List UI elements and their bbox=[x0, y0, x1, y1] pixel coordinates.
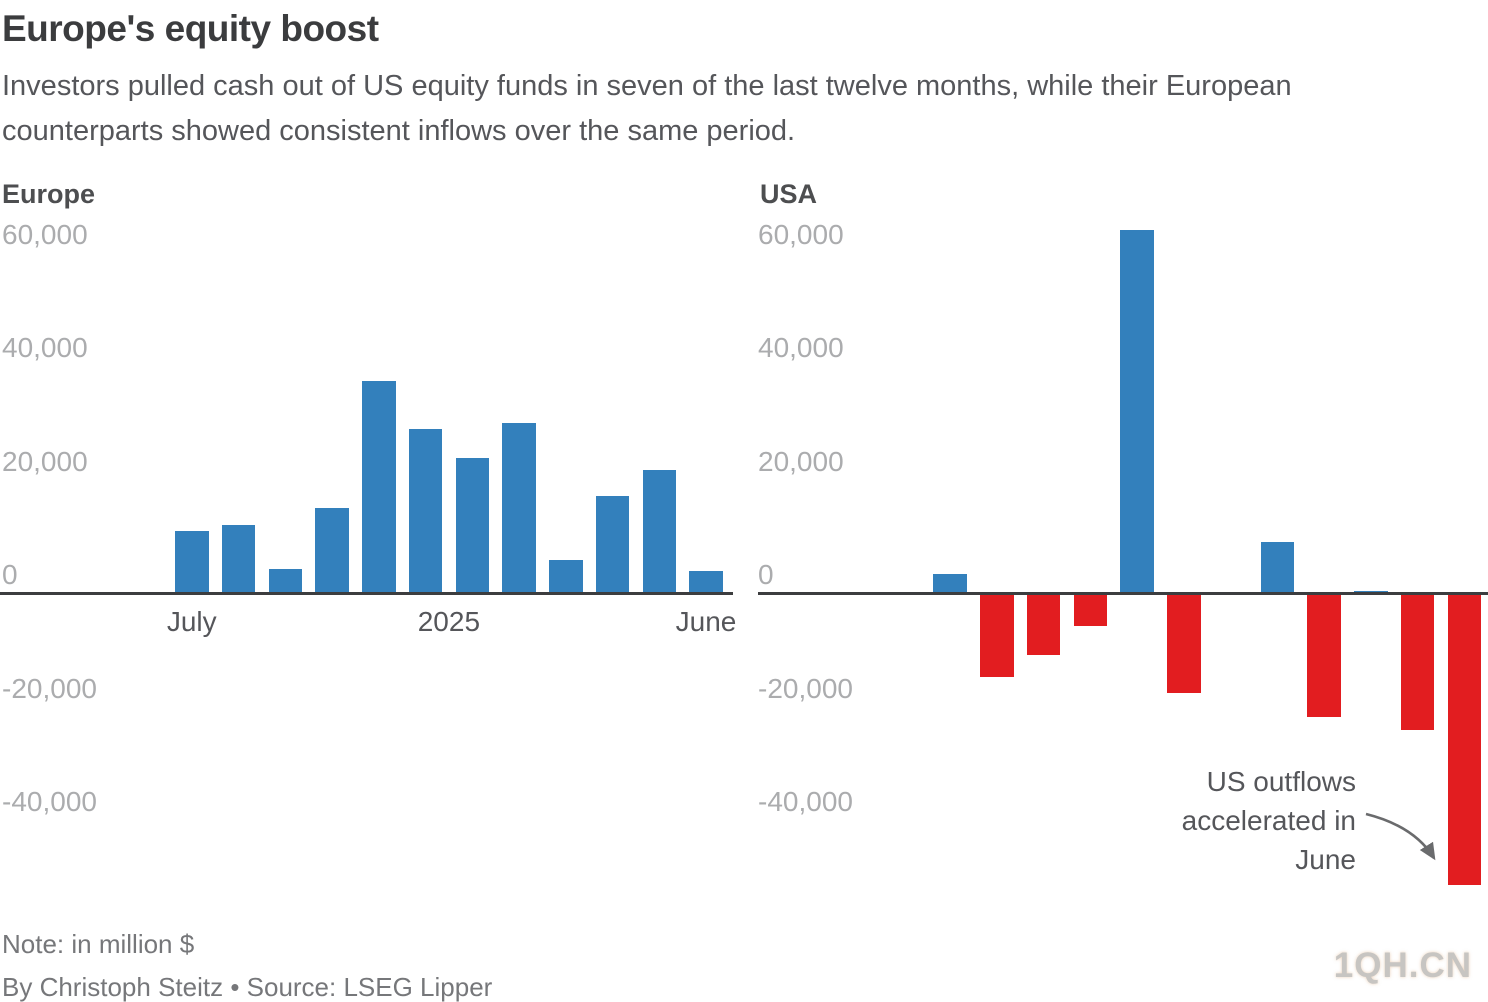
y-tick-label: 60,000 bbox=[2, 218, 88, 250]
y-tick-label: -20,000 bbox=[758, 672, 853, 704]
bar-aug-2024 bbox=[221, 525, 256, 594]
y-tick-label: 20,000 bbox=[758, 445, 844, 477]
x-tick-label: June bbox=[675, 606, 737, 637]
subtitle-line-1: Investors pulled cash out of US equity f… bbox=[2, 70, 1292, 102]
byline-source: By Christoph Steitz • Source: LSEG Lippe… bbox=[2, 972, 493, 1002]
y-tick-label: -20,000 bbox=[2, 672, 97, 704]
bar-oct-2024 bbox=[315, 507, 349, 594]
page-title: Europe's equity boost bbox=[2, 8, 379, 49]
y-tick-label: 60,000 bbox=[758, 218, 844, 250]
annotation-line-1: US outflows bbox=[1206, 766, 1356, 797]
y-tick-label: 40,000 bbox=[2, 332, 88, 363]
bar-mar-2025 bbox=[549, 559, 583, 594]
y-tick-label: 0 bbox=[758, 559, 774, 590]
y-tick-label: 40,000 bbox=[758, 332, 844, 363]
y-tick-label: 20,000 bbox=[2, 445, 88, 477]
annotation-us-outflows: US outflows accelerated in June bbox=[1182, 762, 1356, 879]
x-axis-line bbox=[0, 592, 733, 595]
bar-may-2025 bbox=[1400, 594, 1435, 731]
bar-jan-2025 bbox=[455, 457, 489, 594]
y-tick-label: -40,000 bbox=[758, 786, 853, 817]
watermark: 1QH.CN bbox=[1333, 946, 1472, 985]
annotation-line-2: accelerated in bbox=[1181, 805, 1356, 836]
annotation-line-3: June bbox=[1295, 844, 1356, 875]
y-tick-label: -40,000 bbox=[2, 786, 97, 817]
bar-oct-2024 bbox=[1073, 594, 1107, 626]
x-tick-label: July bbox=[166, 606, 217, 637]
bar-feb-2025 bbox=[1260, 541, 1294, 594]
bar-feb-2025 bbox=[502, 422, 536, 594]
footnote: Note: in million $ bbox=[2, 929, 195, 959]
bar-dec-2024 bbox=[1167, 594, 1201, 693]
bar-nov-2024 bbox=[1120, 229, 1154, 594]
bar-apr-2025 bbox=[595, 495, 630, 594]
bar-jul-2024 bbox=[933, 574, 967, 594]
panel-title-usa: USA bbox=[760, 179, 818, 209]
bar-dec-2024 bbox=[408, 429, 443, 594]
panel-title-europe: Europe bbox=[2, 179, 96, 209]
bar-sep-2024 bbox=[1026, 594, 1061, 656]
bar-may-2025 bbox=[642, 469, 676, 594]
bar-sep-2024 bbox=[268, 569, 302, 594]
x-axis-line bbox=[758, 592, 1488, 595]
y-tick-label: 0 bbox=[2, 559, 18, 590]
bar-nov-2024 bbox=[362, 381, 396, 594]
bar-jul-2024 bbox=[175, 531, 209, 594]
bar-mar-2025 bbox=[1307, 594, 1341, 718]
bar-aug-2024 bbox=[980, 594, 1014, 677]
subtitle-line-2: counterparts showed consistent inflows o… bbox=[2, 115, 796, 147]
bar-jun-2025 bbox=[1447, 594, 1481, 886]
x-tick-label: 2025 bbox=[417, 606, 481, 637]
bar-jun-2025 bbox=[689, 570, 723, 594]
